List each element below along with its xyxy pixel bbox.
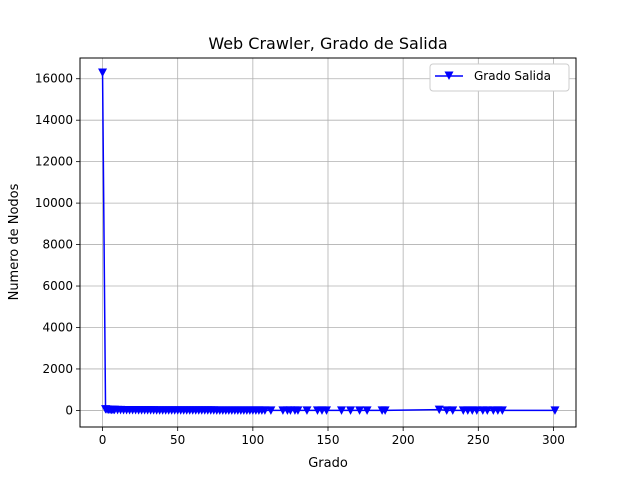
data-point-marker [302, 406, 312, 415]
x-tick-label: 150 [317, 433, 340, 447]
y-axis-title: Numero de Nodos [7, 183, 22, 300]
y-tick-label: 0 [65, 403, 73, 417]
data-point-marker [442, 406, 452, 415]
data-point-marker [260, 406, 270, 415]
data-point-marker [346, 406, 356, 415]
legend: Grado Salida [429, 63, 570, 92]
legend-marker-icon [444, 71, 454, 80]
chart-title: Web Crawler, Grado de Salida [208, 34, 447, 53]
y-tick-label: 6000 [42, 279, 73, 293]
data-point-marker [98, 68, 108, 78]
data-point-marker [321, 406, 331, 415]
x-axis-title: Grado [308, 456, 348, 471]
x-tick-label: 100 [241, 433, 264, 447]
y-tick-label: 10000 [35, 196, 73, 210]
y-tick-label: 12000 [35, 155, 73, 169]
y-tick-label: 8000 [42, 238, 73, 252]
data-point-marker [337, 406, 347, 415]
x-tick-label: 250 [467, 433, 490, 447]
y-tick-label: 2000 [42, 362, 73, 376]
data-point-marker [448, 406, 458, 415]
data-point-marker [434, 405, 444, 415]
legend-label: Grado Salida [474, 69, 551, 83]
data-point-marker [550, 406, 560, 415]
data-point-marker [355, 406, 365, 415]
data-point-marker [293, 406, 303, 415]
x-tick-label: 300 [542, 433, 565, 447]
x-axis: 0 50 100 150 200 250 300 [99, 427, 565, 447]
y-tick-label: 14000 [35, 113, 73, 127]
data-point-marker [266, 406, 276, 415]
series-layer [98, 68, 560, 415]
y-tick-label: 16000 [35, 72, 73, 86]
x-tick-label: 50 [170, 433, 185, 447]
data-point-marker [380, 406, 390, 415]
data-point-marker [362, 406, 372, 415]
data-point-marker [497, 406, 507, 415]
y-tick-label: 4000 [42, 320, 73, 334]
x-tick-label: 200 [392, 433, 415, 447]
data-point-marker [472, 406, 482, 415]
y-axis: 0 2000 4000 6000 8000 10000 12000 14000 16000 [35, 72, 80, 417]
data-point-marker [482, 406, 492, 415]
legend-box [429, 63, 570, 92]
x-tick-label: 0 [99, 433, 107, 447]
